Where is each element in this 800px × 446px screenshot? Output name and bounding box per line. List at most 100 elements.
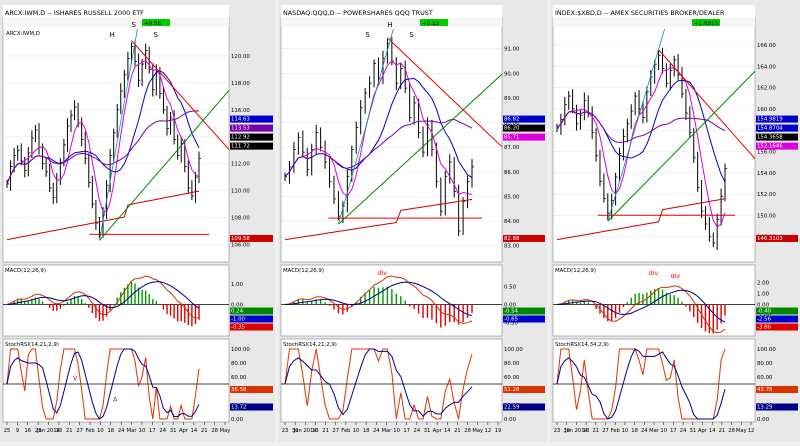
resistance-trendline (131, 40, 230, 150)
chart-panel-1: ARCX:IWM,D -- ISHARES RUSSELL 2000 ETF 11… (0, 0, 275, 442)
stoch-tick-label: 0.00 (757, 417, 770, 423)
price-tick-label: 87.00 (504, 145, 520, 151)
x-tick-label: 23 (35, 428, 42, 434)
x-tick-label: 18 (631, 428, 638, 434)
fan-trendline (607, 28, 665, 222)
price-tick-label: 85.00 (504, 194, 520, 200)
stoch-value-tag (230, 403, 273, 411)
ma-short-line (556, 67, 726, 228)
chart-panel-3: INDEX:$XBD,D -- AMEX SECURITIES BROKER/D… (550, 0, 800, 442)
x-tick-label: 16 (24, 428, 31, 434)
x-tick-label: 25 (4, 428, 11, 434)
axis-value-tag (230, 115, 273, 123)
x-tick-label: 19 (495, 428, 502, 434)
x-tick-label: Jan 2014 (564, 428, 589, 434)
macd-value-tag (503, 315, 545, 323)
x-tick-label: 24 (680, 428, 687, 434)
macd-tick-label: 0.00 (231, 303, 244, 309)
x-tick-label: 24 (373, 428, 380, 434)
macd-line (6, 275, 200, 319)
x-tick-label: 30 (292, 428, 299, 434)
x-tick-label: Apr (698, 428, 708, 434)
price-tick-label: 106.00 (231, 243, 250, 249)
macd-value-tag (756, 315, 798, 323)
pattern-annotation: H (109, 31, 114, 39)
stoch-plot-area (552, 338, 756, 423)
axis-value-tag (503, 235, 545, 242)
x-tick-label: 12 (748, 428, 755, 434)
x-tick-label: 21 (322, 428, 329, 434)
axis-value-tag (503, 124, 545, 132)
divergence-annotation: div (671, 272, 681, 280)
stoch-fast-line (6, 348, 200, 420)
x-tick-label: Apr (179, 428, 189, 434)
axis-value-tag-text: 112.92 (231, 135, 250, 141)
stoch-annotation: V (73, 375, 78, 383)
pattern-annotation: S (153, 31, 158, 39)
chart-header (281, 5, 502, 18)
stoch-slow-line (284, 348, 473, 417)
stoch-value-tag-text: 22.59 (504, 405, 520, 411)
price-tick-label: 162.00 (757, 86, 776, 92)
macd-tick-label: 1.00 (231, 282, 244, 288)
ohlc-strip (553, 18, 755, 27)
price-tick-label: 118.00 (231, 81, 250, 87)
change-badge-text: +0.12 (422, 21, 439, 27)
axis-value-tag (230, 133, 273, 141)
x-tick-label: Jan 2014 (36, 428, 61, 434)
axis-value-tag-text: 82.88 (504, 236, 520, 242)
ma-200-line (284, 198, 473, 241)
macd-line (556, 285, 726, 334)
x-tick-label: 28 (728, 428, 735, 434)
macd-label: MACD(12,26,9) (283, 268, 324, 274)
ma-long-line (556, 110, 726, 144)
axis-value-tag-text: 85.71 (504, 135, 519, 141)
price-tick-label: 89.00 (504, 96, 520, 102)
price-tick-label: 90.00 (504, 71, 520, 77)
chart-title: NASDAQ:QQQ,D -- POWERSHARES QQQ TRUST (283, 9, 433, 17)
macd-tick-label: 0.00 (757, 303, 770, 309)
stoch-tick-label: 0.00 (504, 417, 517, 423)
ma-short-line (284, 60, 473, 197)
x-tick-label: 21 (719, 428, 726, 434)
axis-value-tag (756, 115, 798, 123)
macd-line (284, 275, 473, 324)
stoch-annotation: A (113, 396, 118, 404)
x-tick-label: 21 (66, 428, 73, 434)
support-trendline (338, 73, 503, 225)
x-tick-label: 14 (191, 428, 198, 434)
stoch-plot-area (280, 338, 503, 423)
x-tick-label: 10 (97, 428, 104, 434)
divergence-annotation: div (377, 269, 387, 277)
x-tick-label: 10 (660, 428, 667, 434)
stoch-label: StochRSI(14,21,2,9) (5, 342, 59, 348)
fan-trendline (99, 28, 138, 241)
support-trendline (99, 90, 230, 241)
x-tick-label: 28 (211, 428, 218, 434)
x-tick-label: Mar (382, 428, 393, 434)
x-tick-label: 13 (56, 428, 63, 434)
price-tick-label: 150.00 (757, 213, 776, 219)
resistance-trendline (658, 49, 756, 160)
x-tick-label: 27 (602, 428, 609, 434)
price-plot-area (552, 17, 756, 263)
axis-value-tag-text: 113.53 (231, 126, 250, 132)
x-tick-label: 28 (464, 428, 471, 434)
stoch-tick-label: 80.00 (504, 361, 520, 367)
axis-value-tag-text: 111.72 (231, 144, 250, 150)
stoch-tick-label: 100.00 (757, 347, 776, 353)
axis-value-tag-text: 154.8704 (757, 126, 783, 132)
pattern-annotation: S (409, 31, 414, 39)
macd-value-tag-text: -0.65 (504, 317, 518, 323)
chart-title: INDEX:$XBD,D -- AMEX SECURITIES BROKER/D… (555, 9, 725, 17)
axis-value-tag-text: 152.1646 (757, 144, 783, 150)
axis-value-tag (503, 133, 545, 141)
x-tick-label: 13 (312, 428, 319, 434)
macd-tick-label: 2.00 (757, 281, 770, 287)
x-tick-label: May (472, 428, 483, 434)
stoch-value-tag (230, 386, 273, 393)
ma-long-line (6, 110, 200, 185)
chart-title: ARCX:IWM,D -- ISHARES RUSSELL 2000 ETF (5, 9, 144, 17)
price-tick-label: 164.00 (757, 64, 776, 70)
stoch-tick-label: 80.00 (757, 361, 773, 367)
